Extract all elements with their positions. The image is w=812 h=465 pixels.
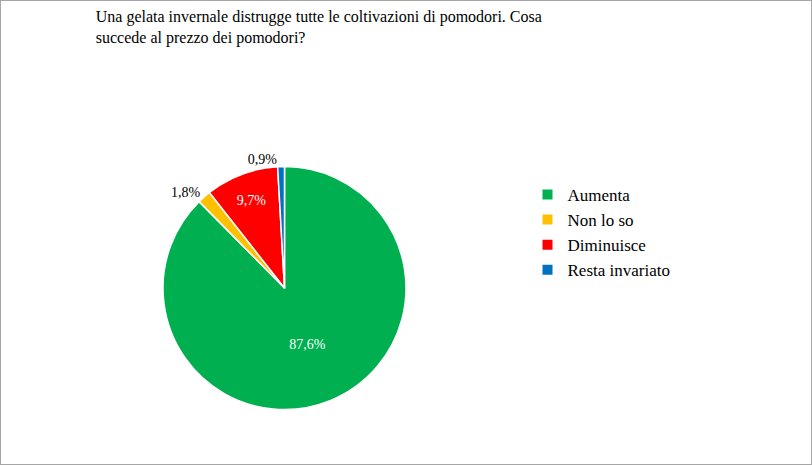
- svg-text:Diminuisce: Diminuisce: [568, 236, 646, 255]
- svg-text:Non lo so: Non lo so: [568, 211, 634, 230]
- svg-text:0,9%: 0,9%: [248, 152, 278, 167]
- svg-text:1,8%: 1,8%: [171, 185, 201, 200]
- svg-text:Resta invariato: Resta invariato: [568, 261, 670, 280]
- svg-text:Una gelata invernale distrugge: Una gelata invernale distrugge tutte le …: [96, 8, 542, 47]
- svg-text:Aumenta: Aumenta: [568, 186, 631, 205]
- svg-text:9,7%: 9,7%: [237, 193, 267, 208]
- svg-text:87,6%: 87,6%: [289, 337, 326, 352]
